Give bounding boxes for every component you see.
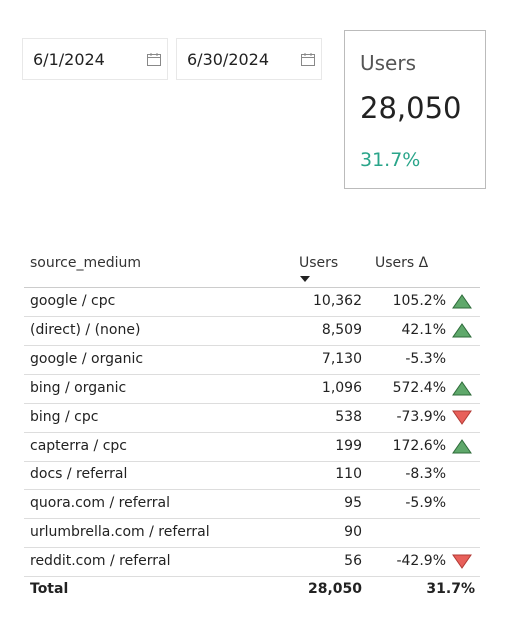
up-arrow	[452, 381, 472, 396]
column-header: Users Δ	[375, 255, 429, 271]
end-date[interactable]: 6/30/2024	[176, 38, 322, 80]
scorecard: Users 28,050 31.7%	[344, 30, 486, 189]
source-medium-cell: urlumbrella.com / referral	[30, 524, 210, 541]
users-cell: 110	[335, 466, 362, 483]
row-divider	[24, 431, 480, 433]
users-cell: 10,362	[313, 293, 362, 309]
source-medium-cell: capterra / cpc	[30, 437, 128, 454]
total-users: 28,050	[307, 581, 362, 597]
users-cell: 56	[344, 553, 362, 570]
row-divider	[24, 402, 480, 404]
sort-arrow[interactable]	[299, 275, 311, 283]
users-cell: 8,509	[321, 321, 362, 338]
users-cell: 1,096	[321, 379, 362, 396]
up-arrow	[452, 294, 472, 309]
users-delta-cell: 42.1%	[401, 321, 446, 338]
source-medium-cell: google / cpc	[30, 293, 116, 309]
row-divider	[24, 489, 480, 491]
users-cell: 95	[344, 495, 362, 512]
up-arrow	[452, 323, 472, 338]
users-delta-cell: -42.9%	[396, 553, 446, 570]
source-medium-cell: reddit.com / referral	[30, 553, 171, 570]
users-delta-cell: 105.2%	[392, 293, 446, 309]
start-date[interactable]: 6/1/2024	[22, 38, 168, 80]
users-delta-cell: -5.9%	[405, 495, 446, 512]
users-cell: 538	[335, 408, 362, 425]
row-divider	[24, 460, 480, 462]
source-medium-cell: google / organic	[30, 350, 144, 367]
row-divider	[24, 316, 480, 317]
down-arrow	[452, 410, 472, 425]
users-cell: 199	[335, 437, 362, 454]
calendar-icon	[147, 53, 161, 66]
row-divider	[24, 518, 480, 520]
users-delta-cell: -73.9%	[396, 408, 446, 425]
row-divider	[24, 373, 480, 375]
end-date-text: 6/30/2024	[187, 50, 270, 69]
up-arrow	[452, 439, 472, 454]
header-divider	[24, 287, 480, 288]
column-header: Users	[299, 255, 339, 271]
users-cell: 7,130	[321, 350, 362, 367]
scorecard-label: Users	[360, 51, 417, 75]
down-arrow	[452, 554, 472, 569]
source-medium-cell: bing / organic	[30, 379, 127, 396]
source-medium-cell: quora.com / referral	[30, 495, 170, 512]
column-header: source_medium	[30, 255, 142, 271]
users-delta-cell: -8.3%	[405, 466, 446, 483]
source-medium-cell: (direct) / (none)	[30, 321, 141, 338]
total-source-medium: Total	[30, 581, 69, 597]
start-date-text: 6/1/2024	[33, 50, 105, 69]
row-divider	[24, 344, 480, 346]
calendar-icon	[301, 53, 315, 66]
users-delta-cell: -5.3%	[405, 350, 446, 367]
row-divider	[24, 576, 480, 578]
total-users-delta: 31.7%	[426, 581, 475, 597]
source-medium-cell: docs / referral	[30, 466, 128, 483]
row-divider	[24, 547, 480, 549]
source-medium-cell: bing / cpc	[30, 408, 99, 425]
users-delta-cell: 172.6%	[392, 437, 446, 454]
users-delta-cell: 572.4%	[392, 379, 446, 396]
users-cell: 90	[344, 524, 362, 541]
scorecard-delta: 31.7%	[360, 149, 421, 171]
scorecard-value: 28,050	[360, 91, 462, 125]
